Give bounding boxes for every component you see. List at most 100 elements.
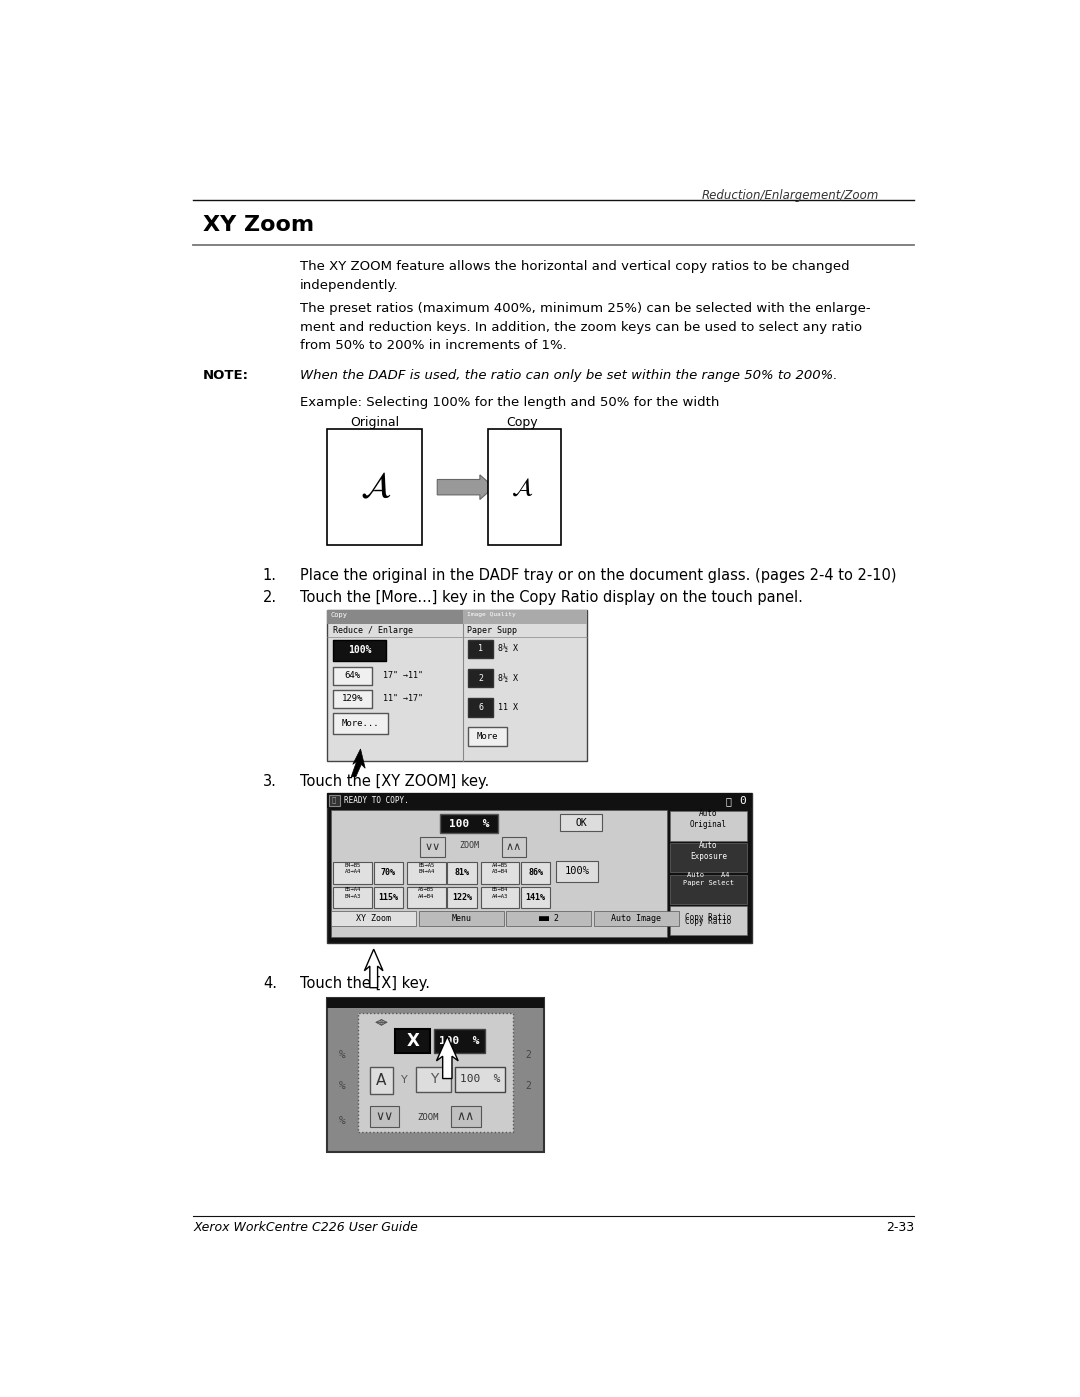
Text: ∨∨: ∨∨	[376, 1109, 394, 1123]
Bar	[488, 429, 562, 545]
Text: READY TO COPY.: READY TO COPY.	[345, 796, 409, 805]
Text: A5→B5
A4→B4: A5→B5 A4→B4	[418, 887, 434, 898]
Bar	[359, 1013, 513, 1133]
Bar	[334, 887, 373, 908]
Text: A: A	[376, 1073, 387, 1088]
Bar	[332, 911, 416, 926]
Bar	[447, 862, 476, 884]
Text: Ⓐ: Ⓐ	[332, 796, 336, 803]
Bar	[374, 887, 403, 908]
Bar	[469, 698, 494, 717]
FancyArrow shape	[437, 475, 494, 500]
Text: Y: Y	[402, 1076, 408, 1085]
Text: ZOOM: ZOOM	[459, 841, 480, 849]
Text: B4→B5
A3→A4: B4→B5 A3→A4	[345, 863, 361, 875]
Text: B5→B4
A4→A3: B5→B4 A4→A3	[491, 887, 509, 898]
Text: Reduce / Enlarge: Reduce / Enlarge	[334, 626, 414, 634]
Bar	[374, 862, 403, 884]
Bar	[501, 837, 526, 856]
Text: Auto    A4
Paper Select: Auto A4 Paper Select	[683, 872, 734, 886]
Text: B5→A5
B4→A4: B5→A5 B4→A4	[418, 863, 434, 875]
Text: 6: 6	[478, 703, 483, 712]
Text: 129%: 129%	[342, 694, 364, 704]
Text: %: %	[339, 1051, 346, 1060]
Text: Place the original in the DADF tray or on the document glass. (pages 2-4 to 2-10: Place the original in the DADF tray or o…	[300, 569, 896, 583]
Text: 86%: 86%	[528, 869, 543, 877]
Bar	[334, 712, 388, 735]
Bar	[451, 1105, 481, 1127]
Bar	[327, 997, 544, 1151]
Text: 100  %: 100 %	[440, 1035, 480, 1046]
Text: Touch the [More...] key in the Copy Ratio display on the touch panel.: Touch the [More...] key in the Copy Rati…	[300, 590, 802, 605]
Text: 0: 0	[739, 796, 746, 806]
Bar	[327, 997, 544, 1009]
Bar	[419, 911, 504, 926]
Text: Reduction/Enlargement/Zoom: Reduction/Enlargement/Zoom	[702, 189, 879, 203]
Bar	[334, 666, 373, 685]
Text: A4→B5
A3→B4: A4→B5 A3→B4	[491, 863, 509, 875]
Text: 1.: 1.	[262, 569, 276, 583]
Text: ■■ 2: ■■ 2	[539, 914, 558, 923]
Text: ∧∧: ∧∧	[505, 842, 522, 852]
Bar	[469, 640, 494, 658]
Bar	[669, 810, 750, 937]
Polygon shape	[351, 749, 365, 777]
Text: OK: OK	[576, 817, 588, 828]
Bar	[327, 793, 752, 943]
Bar	[594, 911, 679, 926]
Bar	[334, 640, 387, 661]
Text: 8½ X: 8½ X	[498, 644, 517, 654]
Text: ZOOM: ZOOM	[417, 1112, 438, 1122]
Bar	[521, 887, 551, 908]
Text: Copy Ratio: Copy Ratio	[686, 916, 731, 926]
Bar	[670, 875, 747, 904]
Bar	[507, 911, 592, 926]
Text: 2: 2	[526, 1081, 531, 1091]
Polygon shape	[364, 949, 383, 988]
Text: The preset ratios (maximum 400%, minimum 25%) can be selected with the enlarge-
: The preset ratios (maximum 400%, minimum…	[300, 302, 870, 352]
Text: 4.: 4.	[262, 977, 276, 990]
Bar	[327, 610, 586, 760]
Text: 2: 2	[478, 673, 483, 683]
Text: ⛟: ⛟	[726, 796, 731, 806]
Bar	[521, 862, 551, 884]
Text: 100  %: 100 %	[460, 1074, 501, 1084]
Bar	[332, 810, 666, 937]
Text: Copy: Copy	[330, 612, 348, 617]
Text: $\mathcal{A}$: $\mathcal{A}$	[360, 471, 391, 504]
Bar	[407, 862, 446, 884]
Bar	[469, 669, 494, 687]
Bar	[327, 793, 752, 809]
Bar	[395, 1028, 430, 1053]
Bar	[334, 690, 373, 708]
Bar	[407, 887, 446, 908]
Text: Auto
Exposure: Auto Exposure	[690, 841, 727, 861]
Text: 100  %: 100 %	[449, 819, 489, 828]
Text: 70%: 70%	[381, 869, 396, 877]
Bar	[670, 907, 747, 936]
Text: X: X	[407, 1032, 420, 1049]
Text: %: %	[339, 1116, 346, 1126]
Text: Example: Selecting 100% for the length and 50% for the width: Example: Selecting 100% for the length a…	[300, 397, 719, 409]
Text: 141%: 141%	[526, 893, 545, 902]
Text: x: x	[379, 1018, 384, 1027]
Text: More...: More...	[341, 719, 379, 728]
Text: XY Zoom: XY Zoom	[356, 914, 391, 923]
Text: When the DADF is used, the ratio can only be set within the range 50% to 200%.: When the DADF is used, the ratio can onl…	[300, 369, 838, 383]
Bar	[670, 812, 747, 841]
Text: NOTE:: NOTE:	[203, 369, 249, 383]
Text: 11" →17": 11" →17"	[383, 694, 423, 704]
Text: 2-33: 2-33	[886, 1221, 914, 1234]
Bar	[463, 610, 586, 624]
Bar	[455, 1067, 505, 1091]
Text: 81%: 81%	[455, 869, 470, 877]
Text: 8½ X: 8½ X	[498, 673, 517, 683]
Bar	[556, 861, 598, 882]
Text: The XY ZOOM feature allows the horizontal and vertical copy ratios to be changed: The XY ZOOM feature allows the horizonta…	[300, 260, 850, 292]
Text: Copy Ratio: Copy Ratio	[686, 914, 731, 922]
Text: $\mathcal{A}$: $\mathcal{A}$	[511, 475, 534, 499]
Text: ∨∨: ∨∨	[424, 842, 441, 852]
Text: 11 X: 11 X	[498, 703, 517, 712]
Bar	[670, 842, 747, 872]
Bar	[327, 610, 586, 624]
